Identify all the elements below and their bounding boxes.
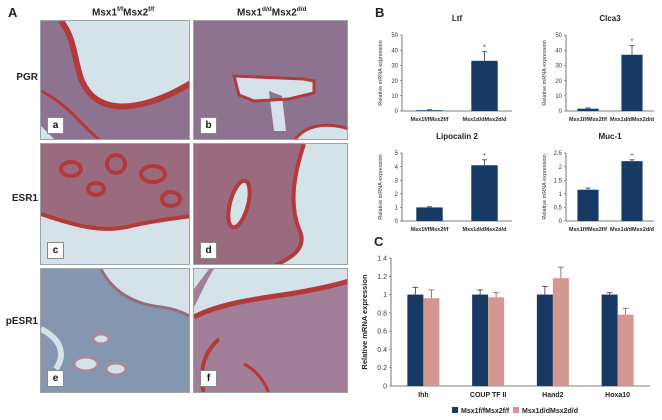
chart-1-ytick-label-5: 50 (555, 33, 562, 39)
chart-3-bar-1 (621, 161, 643, 221)
chart-3-significance-1: * (631, 153, 634, 160)
chart-0-ytick-label-4: 40 (391, 48, 398, 54)
chart-2-ytick-label-5: 5 (395, 151, 399, 157)
row-label-pgr: PGR (16, 72, 38, 83)
chart-0-ytick-label-2: 20 (391, 79, 398, 85)
chart-3-ytick-label-5: 2.5 (554, 151, 563, 157)
chart-0-significance-1: * (483, 45, 486, 52)
chart-2-ytick-label-2: 2 (395, 192, 399, 198)
chart-2-ytick-label-1: 1 (395, 206, 399, 212)
chart-0-ytick-label-3: 30 (391, 64, 398, 70)
chart-0-ytick-label-0: 0 (395, 109, 399, 115)
chart-0-category-1: Msx1d/dMsx2d/d (462, 117, 506, 123)
chart-3-ytick-label-1: 0.5 (554, 206, 563, 212)
chart-1-bar-0 (577, 108, 599, 111)
chart-4-category-3: Hoxa10 (605, 392, 630, 399)
chart-4-legend-label-0: Msx1f/fMsx2f/f (461, 408, 510, 415)
chart-2-ytick-label-4: 4 (395, 165, 399, 171)
micrograph-pgr-control: a (40, 20, 190, 140)
chart-4-ytick-label-6: 1.2 (377, 274, 387, 281)
chart-4-ytick-label-4: 0.8 (377, 310, 387, 317)
chart-4-category-1: COUP TF II (470, 392, 506, 399)
sublabel-a: a (47, 117, 64, 134)
chart-1-ytick-label-0: 0 (559, 109, 563, 115)
panel-letter-a: A (8, 5, 18, 20)
micrograph-pgr-mutant: b (193, 20, 348, 140)
column-header-control: Msx1f/fMsx2f/f (92, 6, 155, 19)
chart-4-bar-0-series-1 (423, 298, 440, 386)
chart-4-legend-label-1: Msx1d/dMsx2d/d (522, 408, 578, 415)
sublabel-f: f (200, 370, 217, 387)
chart-4-bar-2-series-1 (552, 278, 569, 386)
chart-1-significance-1: * (631, 39, 634, 46)
chart-3-ytick-label-2: 1 (559, 192, 563, 198)
micrograph-esr1-mutant: d (193, 143, 348, 265)
sublabel-d: d (200, 242, 217, 259)
sublabel-e: e (47, 370, 64, 387)
chart-0-ylabel: Relative mRNA expression (378, 40, 384, 105)
chart-3-category-1: Msx1d/dMsx2d/d (610, 227, 654, 233)
chart-2-category-0: Msx1f/fMsx2f/f (411, 227, 449, 233)
chart-3-ylabel: Relative mRNA expression (542, 154, 548, 219)
chart-4-category-0: Ihh (418, 392, 429, 399)
chart-4-ytick-label-5: 1 (383, 292, 387, 299)
chart-1-ytick-label-1: 10 (555, 94, 562, 100)
chart-4-ytick-label-7: 1.4 (377, 256, 387, 263)
chart-0-bar-0 (416, 110, 443, 111)
chart-1-bar-1 (621, 54, 643, 111)
sublabel-c: c (47, 242, 64, 259)
chart-2-significance-1: * (483, 153, 486, 160)
chart-0-title: Ltf (452, 14, 463, 23)
chart-1-title: Clca3 (599, 14, 621, 23)
chart-2-title: Lipocalin 2 (436, 132, 478, 141)
chart-1-ytick-label-4: 40 (555, 48, 562, 54)
chart-0-ytick-label-5: 50 (391, 33, 398, 39)
panel-letter-c: C (374, 234, 384, 249)
chart-3-title: Muc-1 (598, 132, 622, 141)
chart-3-bar-0 (577, 189, 599, 221)
chart-2-category-1: Msx1d/dMsx2d/d (462, 227, 506, 233)
row-label-esr1: ESR1 (11, 193, 38, 204)
chart-4-ytick-label-3: 0.6 (377, 329, 387, 336)
chart-4-bar-2-series-0 (536, 294, 553, 386)
chart-0-bar-1 (471, 60, 498, 111)
chart-4-bar-0-series-0 (407, 294, 424, 386)
chart-4-legend-swatch-1 (513, 407, 519, 413)
chart-0-ytick-label-1: 10 (391, 94, 398, 100)
chart-1-ytick-label-3: 30 (555, 64, 562, 70)
row-label-pesr1: pESR1 (5, 316, 38, 327)
chart-4-legend-swatch-0 (452, 407, 458, 413)
chart-1-category-1: Msx1d/dMsx2d/d (610, 117, 654, 123)
chart-4-ytick-label-0: 0 (383, 384, 387, 391)
chart-2-ylabel: Relative mRNA expression (378, 154, 384, 219)
micrograph-pesr1-mutant: f (193, 268, 348, 393)
chart-2-bar-0 (416, 207, 443, 221)
chart-3-ytick-label-3: 1.5 (554, 178, 563, 184)
panel-letter-b: B (375, 5, 385, 20)
chart-2-bar-1 (471, 165, 498, 221)
chart-1-ytick-label-2: 20 (555, 79, 562, 85)
micrograph-pesr1-control: e (40, 268, 190, 393)
sublabel-b: b (200, 117, 217, 134)
chart-4-ylabel: Relative mRNA expression (360, 274, 369, 370)
micrograph-esr1-control: c (40, 143, 190, 265)
chart-4-bar-1-series-0 (472, 294, 489, 386)
chart-4-ytick-label-2: 0.4 (377, 347, 387, 354)
chart-2-ytick-label-0: 0 (395, 219, 399, 225)
chart-4-category-2: Hand2 (542, 392, 564, 399)
chart-3-category-0: Msx1f/fMsx2f/f (569, 227, 607, 233)
chart-4-bar-1-series-1 (488, 297, 505, 386)
chart-1-ylabel: Relative mRNA expression (542, 40, 548, 105)
chart-0-category-0: Msx1f/fMsx2f/f (411, 117, 449, 123)
chart-2-ytick-label-3: 3 (395, 178, 399, 184)
column-header-mutant: Msx1d/dMsx2d/d (237, 6, 307, 19)
chart-4-bar-3-series-1 (617, 314, 634, 386)
chart-4-ytick-label-1: 0.2 (377, 365, 387, 372)
chart-1-category-0: Msx1f/fMsx2f/f (569, 117, 607, 123)
chart-3-ytick-label-4: 2 (559, 165, 563, 171)
chart-4-bar-3-series-0 (601, 294, 618, 386)
chart-3-ytick-label-0: 0 (559, 219, 563, 225)
